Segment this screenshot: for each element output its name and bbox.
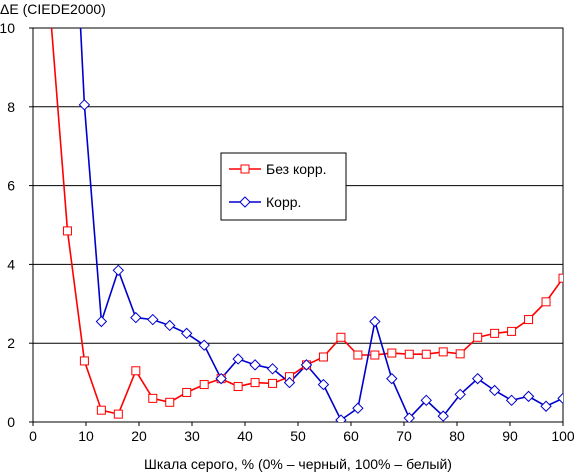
- data-point-s0-19: [370, 350, 380, 360]
- legend-label-korr: Корр.: [266, 194, 301, 210]
- data-point-s1-1: [78, 99, 91, 111]
- data-point-s0-22: [421, 349, 431, 359]
- x-tick-label-90: 90: [502, 428, 518, 444]
- x-tick-label-100: 100: [551, 428, 574, 444]
- x-tick-label-80: 80: [449, 428, 465, 444]
- y-axis-label: ΔE (CIEDE2000): [0, 1, 106, 17]
- y-tick-label-8: 8: [7, 99, 15, 115]
- data-point-s1-29: [557, 392, 563, 405]
- data-point-s0-18: [353, 350, 363, 360]
- data-point-s1-19: [386, 372, 398, 385]
- data-point-s1-23: [454, 388, 466, 401]
- data-point-s0-27: [507, 326, 517, 336]
- data-point-s0-11: [233, 382, 243, 392]
- data-point-s1-14: [300, 359, 313, 371]
- data-point-s1-2: [95, 315, 108, 328]
- data-point-s0-9: [199, 380, 209, 390]
- legend-marker-korr: [239, 196, 251, 208]
- data-point-s0-28: [524, 315, 534, 325]
- data-point-s0-17: [336, 332, 346, 342]
- legend-marker-bez-korr: [240, 164, 250, 174]
- x-tick-label-10: 10: [78, 428, 94, 444]
- data-point-s1-22: [437, 410, 449, 422]
- data-point-s0-20: [387, 348, 397, 358]
- data-point-s1-15: [317, 378, 330, 391]
- data-point-s0-4: [113, 409, 123, 419]
- data-point-s1-26: [505, 394, 518, 407]
- data-point-s1-3: [112, 264, 125, 277]
- grid-lines: [33, 106, 563, 344]
- legend-label-bez-korr: Без корр.: [266, 161, 327, 177]
- data-point-s1-28: [540, 400, 552, 412]
- legend: Без корр. Корр.: [220, 152, 347, 221]
- data-point-s1-7: [180, 327, 193, 340]
- y-tick-label-4: 4: [7, 256, 15, 272]
- data-point-s1-8: [198, 339, 210, 351]
- x-tick-label-50: 50: [290, 428, 306, 444]
- data-point-s1-24: [471, 372, 484, 385]
- data-point-s0-1: [62, 226, 72, 236]
- data-point-s1-5: [147, 313, 159, 326]
- y-tick-label-0: 0: [7, 414, 15, 430]
- data-point-s0-23: [438, 347, 448, 357]
- y-tick-label-10: 10: [0, 20, 15, 36]
- legend-box: [220, 152, 347, 221]
- data-point-s0-16: [318, 352, 328, 362]
- data-point-s0-21: [404, 349, 414, 359]
- y-tick-label-6: 6: [7, 178, 15, 194]
- marker-layer: [62, 99, 563, 422]
- data-point-s1-6: [164, 319, 176, 332]
- x-tick-label-70: 70: [396, 428, 412, 444]
- data-point-s0-25: [473, 332, 483, 342]
- data-point-s0-8: [182, 387, 192, 397]
- data-point-s0-24: [455, 349, 465, 359]
- data-point-s1-9: [215, 372, 227, 385]
- data-point-s0-26: [490, 328, 500, 338]
- data-point-s0-2: [79, 356, 89, 366]
- plot-area-border: [32, 27, 564, 423]
- x-tick-label-60: 60: [343, 428, 359, 444]
- data-point-s1-27: [522, 390, 535, 403]
- data-point-s1-25: [488, 384, 501, 397]
- data-point-s1-17: [352, 402, 364, 414]
- x-tick-label-0: 0: [29, 428, 37, 444]
- data-point-s0-6: [148, 393, 158, 403]
- y-tick-label-2: 2: [7, 335, 15, 351]
- data-point-s1-20: [403, 412, 416, 422]
- data-point-s0-29: [541, 297, 551, 307]
- data-point-s0-5: [131, 366, 141, 376]
- data-point-s1-13: [283, 376, 296, 389]
- x-tick-label-30: 30: [184, 428, 200, 444]
- data-point-s0-13: [268, 378, 278, 388]
- x-tick-label-20: 20: [131, 428, 147, 444]
- data-point-s0-7: [165, 397, 175, 407]
- data-point-s1-12: [266, 363, 279, 375]
- data-point-s1-11: [249, 359, 261, 371]
- data-point-s1-18: [369, 315, 381, 328]
- x-tick-label-40: 40: [237, 428, 253, 444]
- data-point-s0-12: [250, 378, 260, 388]
- x-axis-label: Шкала серого, % (0% – черный, 100% – бел…: [144, 456, 452, 472]
- data-point-s0-30: [558, 273, 563, 283]
- data-point-s1-4: [130, 311, 142, 324]
- data-point-s1-21: [420, 394, 432, 407]
- data-point-s1-10: [232, 353, 244, 365]
- data-point-s1-16: [335, 414, 347, 422]
- data-point-s0-3: [96, 405, 106, 415]
